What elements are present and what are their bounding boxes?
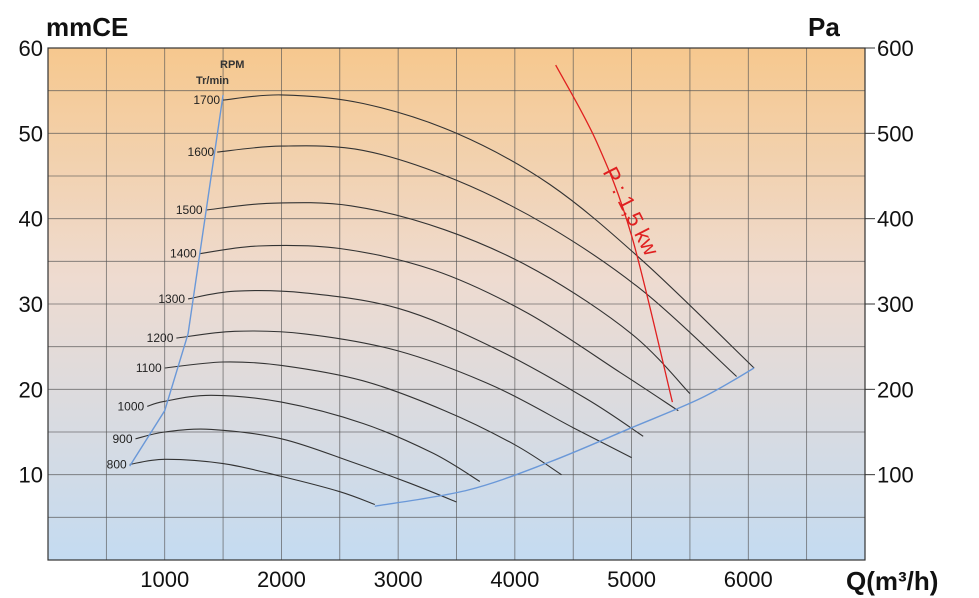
rpm-curve-1100 — [164, 361, 562, 476]
envelope-bottom-line — [374, 367, 755, 507]
rpm-curves — [129, 94, 755, 506]
rpm-curve-1000 — [147, 394, 481, 482]
y-left-tick-label: 10 — [19, 463, 43, 488]
y-left-tick-label: 60 — [19, 36, 43, 61]
rpm-label-800: 800 — [107, 457, 127, 471]
operating-envelope — [129, 94, 755, 507]
envelope-left-line — [129, 94, 224, 467]
rpm-curve-800 — [129, 458, 375, 506]
grid — [48, 48, 865, 560]
rpm-curve-1500 — [205, 202, 691, 394]
rpm-label-1200: 1200 — [147, 331, 174, 345]
rpm-label-1300: 1300 — [158, 292, 185, 306]
y-left-tick-label: 20 — [19, 377, 43, 402]
x-tick-label: 3000 — [374, 567, 423, 592]
x-tick-label: 5000 — [607, 567, 656, 592]
rpm-curve-1300 — [188, 290, 644, 437]
rpm-label-1100: 1100 — [136, 361, 162, 375]
x-tick-label: 1000 — [140, 567, 189, 592]
y-right-tick-label: 300 — [877, 292, 914, 317]
y-right-tick-label: 200 — [877, 377, 914, 402]
y-right-tick-label: 500 — [877, 121, 914, 146]
rpm-curve-1700 — [223, 94, 755, 369]
rpm-label-1700: 1700 — [193, 93, 220, 107]
power-curve — [555, 64, 674, 403]
y-left-tick-label: 50 — [19, 121, 43, 146]
axes: 1000 2000 3000 4000 5000 6000 10 20 30 40 50 60 100 2… — [19, 36, 914, 592]
y-left-unit-label: mmCE — [46, 12, 128, 42]
x-tick-label: 2000 — [257, 567, 306, 592]
rpm-curve-1200 — [176, 330, 632, 459]
y-left-tick-label: 30 — [19, 292, 43, 317]
y-left-tick-label: 40 — [19, 207, 43, 232]
x-tick-label: 6000 — [724, 567, 773, 592]
x-axis-label: Q(m³/h) — [846, 566, 938, 596]
rpm-labels: 800 900 1000 1100 1200 1300 1400 1500 1600 1700 — [107, 93, 221, 471]
rpm-label-1600: 1600 — [188, 145, 215, 159]
rpm-label-1400: 1400 — [170, 247, 197, 261]
rpm-curve-1400 — [199, 244, 679, 412]
y-right-unit-label: Pa — [808, 12, 840, 42]
rpm-label-1000: 1000 — [118, 399, 145, 413]
y-right-tick-label: 100 — [877, 463, 914, 488]
rpm-label-1500: 1500 — [176, 203, 203, 217]
rpm-header-line2: Tr/min — [196, 75, 229, 87]
rpm-label-900: 900 — [113, 432, 133, 446]
rpm-curve-900 — [135, 428, 457, 503]
rpm-header-line1: RPM — [220, 59, 244, 71]
y-right-tick-label: 400 — [877, 207, 914, 232]
x-tick-label: 4000 — [490, 567, 539, 592]
y-right-tick-label: 600 — [877, 36, 914, 61]
